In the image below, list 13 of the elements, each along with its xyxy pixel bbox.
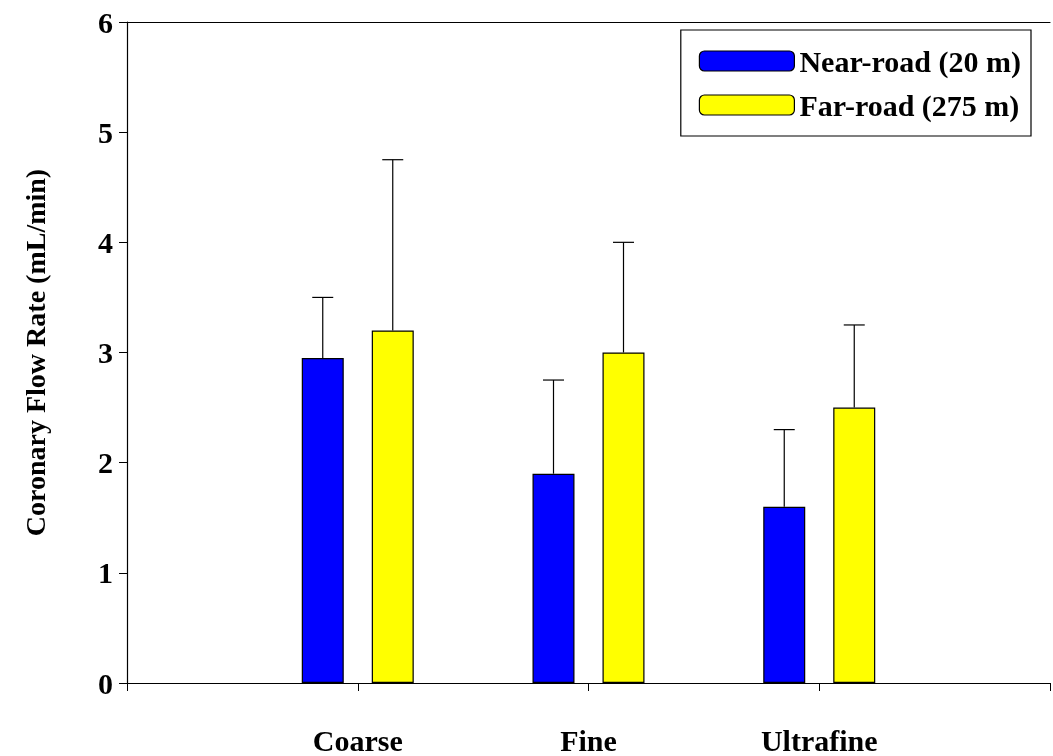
legend-label: Far-road (275 m) — [799, 88, 1020, 123]
legend-label: Near-road (20 m) — [799, 44, 1022, 79]
x-tick-label: Ultrafine — [760, 723, 878, 756]
x-tick-label: Fine — [560, 723, 617, 756]
y-tick-label: 0 — [98, 666, 113, 700]
y-tick-label: 2 — [98, 446, 113, 480]
y-tick-label: 3 — [98, 336, 113, 369]
y-tick-label: 4 — [98, 225, 113, 259]
y-tick-label: 6 — [98, 5, 113, 39]
y-axis-title: Coronary Flow Rate (mL/min) — [19, 168, 51, 537]
x-tick-label: Coarse — [312, 723, 403, 756]
y-tick-label: 1 — [98, 556, 113, 590]
y-tick-label: 5 — [98, 115, 113, 149]
